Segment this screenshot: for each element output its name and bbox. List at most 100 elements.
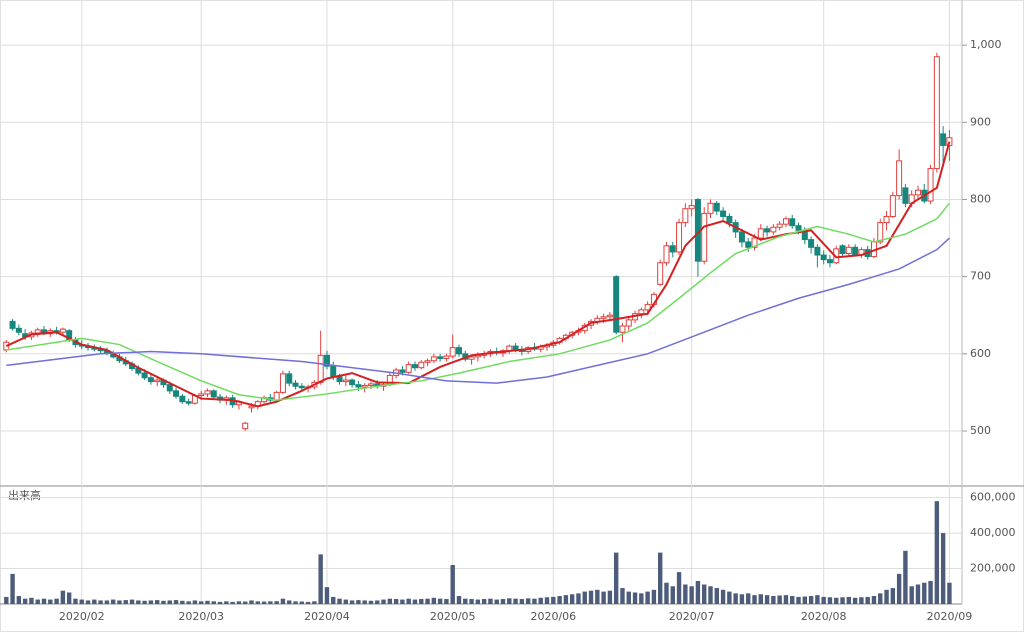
candle-body bbox=[663, 245, 670, 264]
x-tick-label: 2020/03 bbox=[178, 610, 224, 623]
y-tick-label: 800 bbox=[970, 192, 991, 205]
candle-body bbox=[789, 218, 796, 227]
volume-bar bbox=[896, 573, 902, 604]
volume-bar bbox=[148, 600, 154, 604]
volume-bar bbox=[60, 590, 66, 604]
volume-bar bbox=[318, 554, 323, 604]
volume-bar bbox=[305, 601, 311, 604]
candle-body bbox=[852, 246, 859, 256]
candle-body bbox=[644, 303, 651, 311]
volume-bar bbox=[771, 596, 776, 604]
volume-bar bbox=[664, 582, 669, 604]
volume-bar bbox=[544, 597, 550, 604]
volume-bar bbox=[35, 599, 40, 604]
volume-bar bbox=[613, 552, 619, 604]
volume-label: 出来高 bbox=[8, 488, 41, 502]
volume-bar bbox=[903, 550, 908, 604]
volume-bar bbox=[211, 601, 216, 604]
volume-bar bbox=[834, 597, 839, 604]
candle-body bbox=[59, 328, 66, 333]
volume-bar bbox=[274, 601, 279, 604]
volume-bar bbox=[393, 599, 399, 604]
candle-body bbox=[613, 276, 620, 333]
candle-body bbox=[720, 210, 727, 217]
volume-bar bbox=[821, 596, 826, 604]
candle-body bbox=[933, 56, 940, 170]
volume-bar bbox=[494, 599, 499, 604]
volume-bar bbox=[362, 600, 367, 604]
candle-body bbox=[179, 395, 186, 403]
volume-bar bbox=[98, 600, 103, 604]
volume-bar bbox=[224, 601, 229, 604]
volume-bar bbox=[796, 596, 801, 604]
volume-bar bbox=[657, 552, 663, 604]
candle-body bbox=[361, 384, 368, 388]
volume-bar bbox=[387, 598, 393, 604]
volume-tick-label: 600,000 bbox=[970, 491, 1016, 504]
volume-bar bbox=[557, 596, 562, 604]
candle-body bbox=[279, 373, 286, 393]
x-tick-label: 2020/08 bbox=[801, 610, 847, 623]
volume-bar bbox=[192, 600, 198, 604]
volume-bar bbox=[104, 600, 110, 604]
volume-bar bbox=[217, 601, 223, 604]
volume-bar bbox=[651, 589, 657, 604]
x-tick-label: 2020/05 bbox=[430, 610, 476, 623]
volume-bar bbox=[790, 596, 795, 604]
candle-body bbox=[298, 385, 305, 389]
volume-bar bbox=[343, 599, 349, 604]
candle-body bbox=[349, 379, 356, 386]
volume-bar bbox=[255, 601, 260, 604]
candle-body bbox=[336, 376, 343, 383]
volume-bar bbox=[236, 601, 242, 604]
candle-body bbox=[242, 422, 249, 430]
candle-body bbox=[367, 383, 374, 386]
volume-bar bbox=[607, 590, 613, 604]
candle-body bbox=[449, 347, 456, 357]
volume-bar bbox=[66, 592, 72, 604]
volume-bar bbox=[331, 596, 336, 604]
volume-bar bbox=[865, 596, 870, 604]
candle-body bbox=[927, 168, 934, 202]
volume-bar bbox=[702, 584, 707, 604]
candle-body bbox=[638, 309, 645, 315]
volume-bar bbox=[764, 595, 770, 604]
volume-bar bbox=[481, 599, 487, 604]
volume-bar bbox=[167, 600, 172, 604]
candle-body bbox=[669, 245, 676, 253]
candle-body bbox=[399, 369, 406, 373]
volume-bar bbox=[639, 593, 644, 604]
volume-bar bbox=[632, 592, 638, 604]
volume-bar bbox=[110, 599, 116, 604]
candle-body bbox=[889, 195, 896, 217]
candle-body bbox=[204, 390, 211, 395]
volume-bar bbox=[733, 593, 738, 604]
volume-bar bbox=[456, 596, 462, 604]
volume-bar bbox=[727, 591, 732, 604]
volume-bar bbox=[689, 586, 694, 604]
candle-body bbox=[147, 377, 154, 383]
candle-body bbox=[713, 202, 720, 212]
candle-body bbox=[273, 391, 280, 401]
candle-body bbox=[323, 354, 330, 367]
candle-body bbox=[34, 329, 41, 334]
volume-bar bbox=[123, 600, 128, 604]
volume-bar bbox=[519, 599, 525, 604]
candle-body bbox=[292, 382, 299, 387]
moving-average bbox=[6, 237, 950, 384]
volume-bar bbox=[199, 601, 204, 604]
volume-bar bbox=[475, 599, 481, 604]
candle-body bbox=[845, 246, 852, 254]
candle-body bbox=[210, 390, 217, 398]
volume-bar bbox=[261, 601, 267, 604]
volume-bar bbox=[431, 597, 437, 604]
volume-bar bbox=[400, 599, 405, 604]
candle-body bbox=[707, 202, 714, 214]
volume-bar bbox=[695, 580, 701, 604]
volume-bar bbox=[136, 600, 141, 604]
volume-bar bbox=[16, 596, 22, 604]
candle-body bbox=[154, 379, 161, 383]
y-tick-label: 500 bbox=[970, 424, 991, 437]
volume-bar bbox=[620, 588, 625, 604]
